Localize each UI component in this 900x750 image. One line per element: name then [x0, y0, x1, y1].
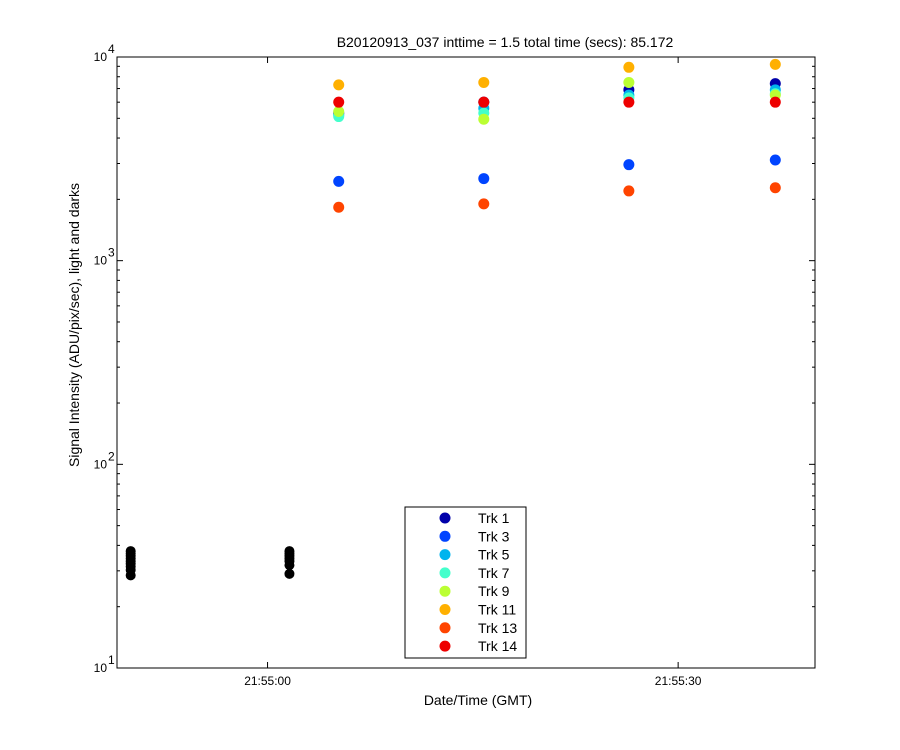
data-point: [769, 154, 781, 166]
legend-label: Trk 14: [478, 638, 517, 654]
data-point: [478, 96, 490, 108]
legend-marker: [439, 622, 451, 634]
legend-marker: [439, 604, 451, 615]
legend-marker: [439, 549, 451, 561]
data-point: [623, 185, 635, 197]
data-point: [769, 96, 781, 108]
legend-label: Trk 13: [478, 620, 517, 636]
legend-label: Trk 5: [478, 547, 510, 563]
legend: Trk 1 Trk 3 Trk 5 Trk 7 Trk 9 Trk 11 Trk 13 Trk…: [404, 506, 527, 659]
data-point: [478, 113, 490, 125]
x-tick-label: 21:55:00: [244, 674, 291, 688]
legend-label: Trk 3: [478, 528, 510, 544]
data-point: [333, 79, 345, 91]
y-tick-label: 10: [94, 254, 108, 268]
y-tick-label: 10: [94, 661, 108, 675]
legend-label: Trk 1: [478, 510, 510, 526]
legend-label: Trk 9: [478, 583, 510, 599]
dark-point: [125, 546, 136, 557]
y-tick-exponent: 1: [108, 653, 115, 667]
legend-marker: [439, 512, 451, 524]
data-point: [333, 96, 345, 108]
dark-point: [284, 546, 295, 557]
y-tick-exponent: 2: [108, 449, 115, 463]
data-point: [623, 61, 635, 73]
data-point: [333, 201, 345, 213]
dark-point: [284, 568, 295, 579]
x-axis-label: Date/Time (GMT): [424, 692, 532, 708]
x-tick-label: 21:55:30: [655, 674, 702, 688]
data-point: [333, 175, 345, 187]
data-point: [623, 76, 635, 88]
legend-box: [404, 506, 527, 659]
data-point: [623, 159, 635, 171]
legend-marker: [439, 585, 451, 597]
legend-label: Trk 11: [478, 602, 516, 618]
data-point: [769, 182, 781, 194]
legend-marker: [439, 567, 451, 579]
data-point: [478, 198, 490, 210]
y-tick-label: 10: [94, 50, 108, 64]
dark-points: [125, 546, 295, 581]
data-point: [333, 106, 345, 118]
data-point: [623, 96, 635, 108]
chart-title: B20120913_037 inttime = 1.5 total time (…: [337, 34, 674, 50]
y-axis-label: Signal Intensity (ADU/pix/sec), light an…: [66, 183, 82, 467]
data-point: [769, 58, 781, 70]
legend-marker: [439, 640, 451, 652]
data-point: [478, 173, 490, 185]
data-point: [478, 76, 490, 88]
legend-label: Trk 7: [478, 565, 510, 581]
light-points: [333, 58, 781, 213]
y-tick-exponent: 3: [108, 246, 115, 260]
legend-marker: [439, 530, 451, 542]
y-tick-exponent: 4: [108, 42, 115, 56]
y-tick-label: 10: [94, 457, 108, 471]
